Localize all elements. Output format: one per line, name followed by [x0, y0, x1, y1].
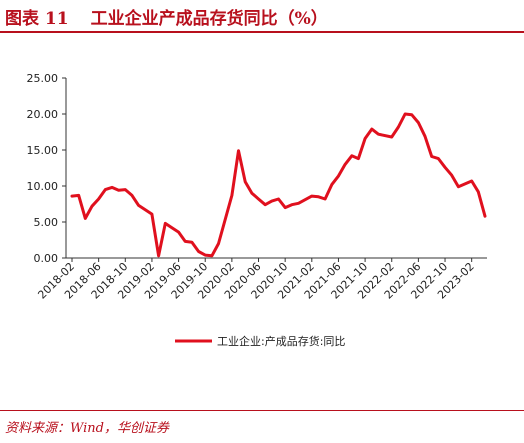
data-point: [197, 250, 200, 253]
data-point: [244, 180, 247, 183]
data-point: [443, 166, 447, 169]
data-point: [317, 195, 320, 198]
data-point: [430, 155, 433, 158]
data-point: [264, 203, 267, 206]
data-point: [297, 202, 300, 205]
data-point: [130, 194, 134, 197]
data-point: [337, 174, 340, 178]
figure-title-text: 工业企业产成品存货同比（%）: [90, 9, 328, 29]
data-point: [270, 199, 273, 203]
data-point: [97, 197, 100, 201]
data-point: [330, 183, 333, 186]
data-point: [124, 188, 127, 191]
legend: 工业企业:产成品存货:同比: [175, 334, 345, 348]
data-point: [357, 157, 360, 160]
data-point: [343, 163, 347, 166]
data-point: [90, 205, 94, 208]
y-tick-label: 5.00: [34, 216, 59, 229]
data-point: [257, 197, 260, 201]
data-point: [370, 127, 373, 131]
source-note: 资料来源：Wind，华创证券: [5, 421, 169, 436]
data-point: [363, 137, 367, 140]
data-point: [230, 194, 234, 197]
data-point: [210, 254, 214, 257]
data-point: [377, 133, 380, 136]
source-rule: [0, 410, 524, 411]
data-point: [277, 197, 280, 201]
x-axis: 2018-022018-062018-102019-022019-062019-…: [35, 257, 487, 302]
y-tick-label: 25.00: [27, 72, 59, 85]
data-point: [150, 212, 154, 216]
data-point: [397, 125, 400, 129]
series-layer: [70, 112, 487, 258]
line-chart: 0.00 5.00 10.00 15.00 20.00 25.00 2018-022018…: [27, 72, 487, 348]
data-point: [157, 254, 160, 257]
data-point: [204, 253, 207, 257]
legend-label: 工业企业:产成品存货:同比: [217, 334, 345, 348]
data-point: [164, 222, 167, 225]
y-axis: 0.00 5.00 10.00 15.00 20.00 25.00: [27, 72, 67, 265]
data-point: [437, 157, 440, 160]
data-point: [284, 206, 287, 209]
data-point: [84, 217, 87, 220]
y-tick-label: 15.00: [27, 144, 59, 157]
data-point: [70, 194, 74, 198]
data-point: [170, 226, 174, 229]
data-point: [177, 230, 180, 234]
data-point: [457, 185, 460, 188]
y-tick-label: 10.00: [27, 180, 59, 193]
data-point: [117, 189, 120, 192]
data-point: [350, 154, 353, 157]
data-point: [137, 204, 140, 207]
data-point: [450, 174, 453, 177]
data-point: [110, 186, 114, 189]
data-point: [403, 112, 407, 116]
data-point: [104, 188, 107, 191]
data-point: [423, 135, 427, 138]
data-point: [483, 215, 487, 218]
series-line: [70, 112, 487, 258]
title-rule: [0, 31, 524, 33]
data-point: [470, 179, 473, 183]
data-point: [77, 194, 80, 197]
data-point: [250, 192, 254, 195]
data-point: [237, 149, 240, 152]
data-point: [417, 121, 420, 124]
data-point: [410, 113, 413, 116]
data-point: [323, 197, 327, 201]
figure-number: 图表 11: [5, 9, 69, 29]
data-point: [190, 241, 194, 244]
data-point: [390, 135, 393, 139]
data-point: [477, 190, 480, 193]
data-point: [290, 203, 293, 206]
data-point: [217, 242, 220, 245]
data-point: [184, 240, 187, 243]
figure-title: 图表 11 工业企业产成品存货同比（%）: [5, 4, 328, 29]
y-tick-label: 0.00: [34, 252, 59, 265]
y-tick-label: 20.00: [27, 108, 59, 121]
data-point: [310, 194, 313, 198]
